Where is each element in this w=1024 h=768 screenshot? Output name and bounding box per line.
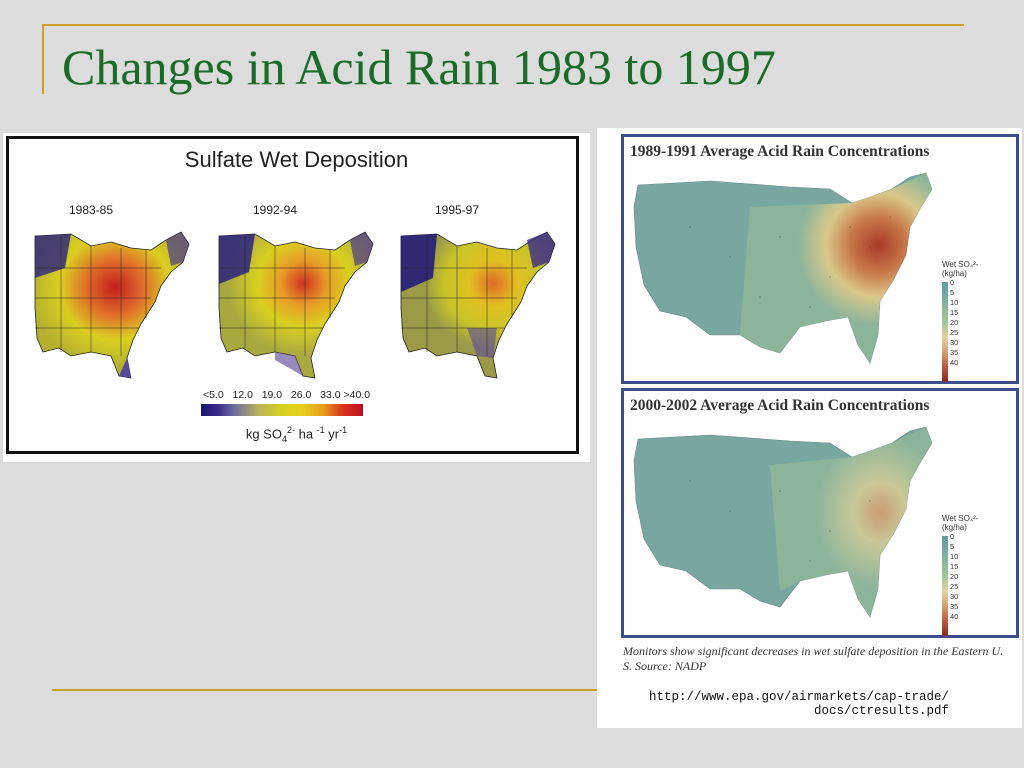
legend: Wet SO₄²- (kg/ha) 0 5 10 15 20 25 30 35 4… xyxy=(942,260,1012,382)
legend-tick: 25 xyxy=(950,328,959,337)
left-rule xyxy=(42,24,44,94)
legend-tick: 25 xyxy=(950,582,959,591)
scale-label: 19.0 xyxy=(261,389,283,401)
legend-tick: 15 xyxy=(950,562,959,571)
scale-label: 26.0 xyxy=(290,389,312,401)
map-1995-97 xyxy=(400,231,556,379)
legend-title: Wet SO₄²- (kg/ha) xyxy=(942,514,979,532)
scale-label: <5.0 xyxy=(203,389,224,401)
panel-2000-2002: 2000-2002 Average Acid Rain Concentratio… xyxy=(621,388,1019,638)
legend-tick: 40 xyxy=(950,612,959,621)
period-label-1: 1983-85 xyxy=(68,203,114,217)
panel-1989-1991: 1989-1991 Average Acid Rain Concentratio… xyxy=(621,134,1019,384)
sulfate-deposition-figure: Sulfate Wet Deposition 1983-85 1992-94 1… xyxy=(3,133,590,462)
figure-title: Sulfate Wet Deposition xyxy=(184,147,409,172)
map-1983-85 xyxy=(34,231,190,379)
us-map-2000-2002 xyxy=(633,426,933,618)
units-label: kg SO42- ha -1 yr-1 xyxy=(245,425,348,444)
legend-tick: 20 xyxy=(950,572,959,581)
top-rule xyxy=(42,24,964,26)
period-label-3: 1995-97 xyxy=(434,203,480,217)
scale-labels: <5.0 12.0 19.0 26.0 33.0 >40.0 xyxy=(203,389,370,401)
figure-caption: Monitors show significant decreases in w… xyxy=(623,644,1004,673)
map-1992-94 xyxy=(218,231,374,379)
legend-tick: 35 xyxy=(950,602,959,611)
legend-tick: 20 xyxy=(950,318,959,327)
scale-label: 12.0 xyxy=(232,389,253,401)
slide-title: Changes in Acid Rain 1983 to 1997 xyxy=(62,39,776,95)
legend-tick: 5 xyxy=(950,288,955,297)
legend-tick: 10 xyxy=(950,552,959,561)
source-url: http://www.epa.gov/airmarkets/cap-trade/… xyxy=(649,690,950,718)
legend-tick: 5 xyxy=(950,542,955,551)
period-label-2: 1992-94 xyxy=(252,203,298,217)
bottom-rule xyxy=(52,689,597,691)
legend-tick: 30 xyxy=(950,592,959,601)
legend-ticks: 0 5 10 15 20 25 30 35 40 xyxy=(950,278,958,368)
legend-tick: 40 xyxy=(950,358,959,367)
acid-rain-concentrations-figure: 1989-1991 Average Acid Rain Concentratio… xyxy=(597,128,1022,728)
scale-label: >40.0 xyxy=(343,389,371,401)
color-scale-bar xyxy=(201,404,363,416)
legend-ticks: 0 5 10 15 20 25 30 35 40 xyxy=(950,532,958,622)
legend-title: Wet SO₄²- (kg/ha) xyxy=(942,260,979,278)
legend-tick: 10 xyxy=(950,298,959,307)
legend-tick: 15 xyxy=(950,308,959,317)
scale-label: 33.0 xyxy=(320,389,341,401)
legend-tick: 35 xyxy=(950,348,959,357)
legend: Wet SO₄²- (kg/ha) 0 5 10 15 20 25 30 35 4… xyxy=(942,514,1012,636)
panel-title: 1989-1991 Average Acid Rain Concentratio… xyxy=(630,143,930,160)
figure-frame xyxy=(6,136,579,454)
legend-tick: 0 xyxy=(950,532,955,541)
legend-tick: 30 xyxy=(950,338,959,347)
legend-color-bar xyxy=(942,536,948,636)
us-map-1989-1991 xyxy=(633,172,933,364)
panel-title: 2000-2002 Average Acid Rain Concentratio… xyxy=(630,397,930,414)
legend-color-bar xyxy=(942,282,948,382)
legend-tick: 0 xyxy=(950,278,955,287)
